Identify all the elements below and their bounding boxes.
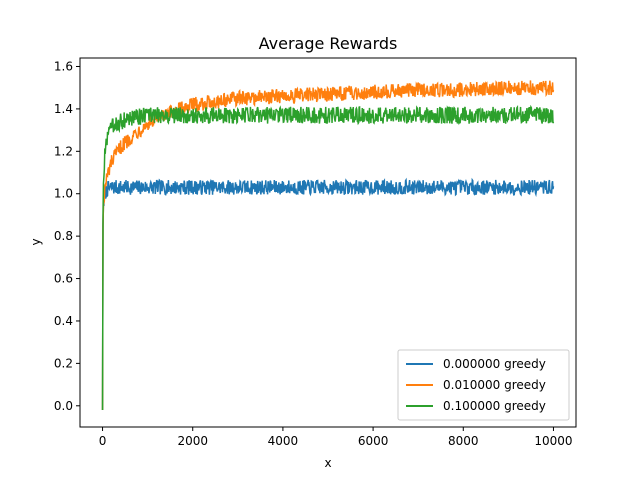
x-tick-label: 6000 <box>358 434 389 448</box>
x-axis: 0 2000 4000 6000 8000 10000 <box>99 427 573 448</box>
x-tick-label: 4000 <box>268 434 299 448</box>
y-tick-label: 1.6 <box>54 59 73 73</box>
legend-label-2: 0.010000 greedy <box>443 378 546 392</box>
y-tick-label: 0.0 <box>54 399 73 413</box>
axes-frame <box>79 57 577 428</box>
series-line-3 <box>101 104 555 411</box>
chart-title: Average Rewards <box>259 34 398 53</box>
y-tick-label: 1.2 <box>54 144 73 158</box>
x-axis-label: x <box>324 456 331 470</box>
y-tick-label: 0.8 <box>54 229 73 243</box>
legend-label-3: 0.100000 greedy <box>443 399 546 413</box>
x-tick-label: 8000 <box>448 434 479 448</box>
x-tick-label: 10000 <box>534 434 572 448</box>
y-tick-label: 0.6 <box>54 272 73 286</box>
legend-label-1: 0.000000 greedy <box>443 357 546 371</box>
y-tick-label: 0.2 <box>54 356 73 370</box>
y-tick-label: 1.4 <box>54 102 73 116</box>
x-tick-label: 0 <box>99 434 107 448</box>
legend: 0.000000 greedy 0.010000 greedy 0.100000 g… <box>397 349 570 421</box>
series-line-1 <box>101 177 555 411</box>
y-axis-label: y <box>29 238 43 245</box>
y-tick-label: 1.0 <box>54 187 73 201</box>
series-layer <box>101 80 555 411</box>
y-axis: 0.0 0.2 0.4 0.6 0.8 1.0 1.2 1.4 1.6 <box>54 59 80 413</box>
x-tick-label: 2000 <box>177 434 208 448</box>
legend-box <box>397 349 570 421</box>
y-tick-label: 0.4 <box>54 314 73 328</box>
